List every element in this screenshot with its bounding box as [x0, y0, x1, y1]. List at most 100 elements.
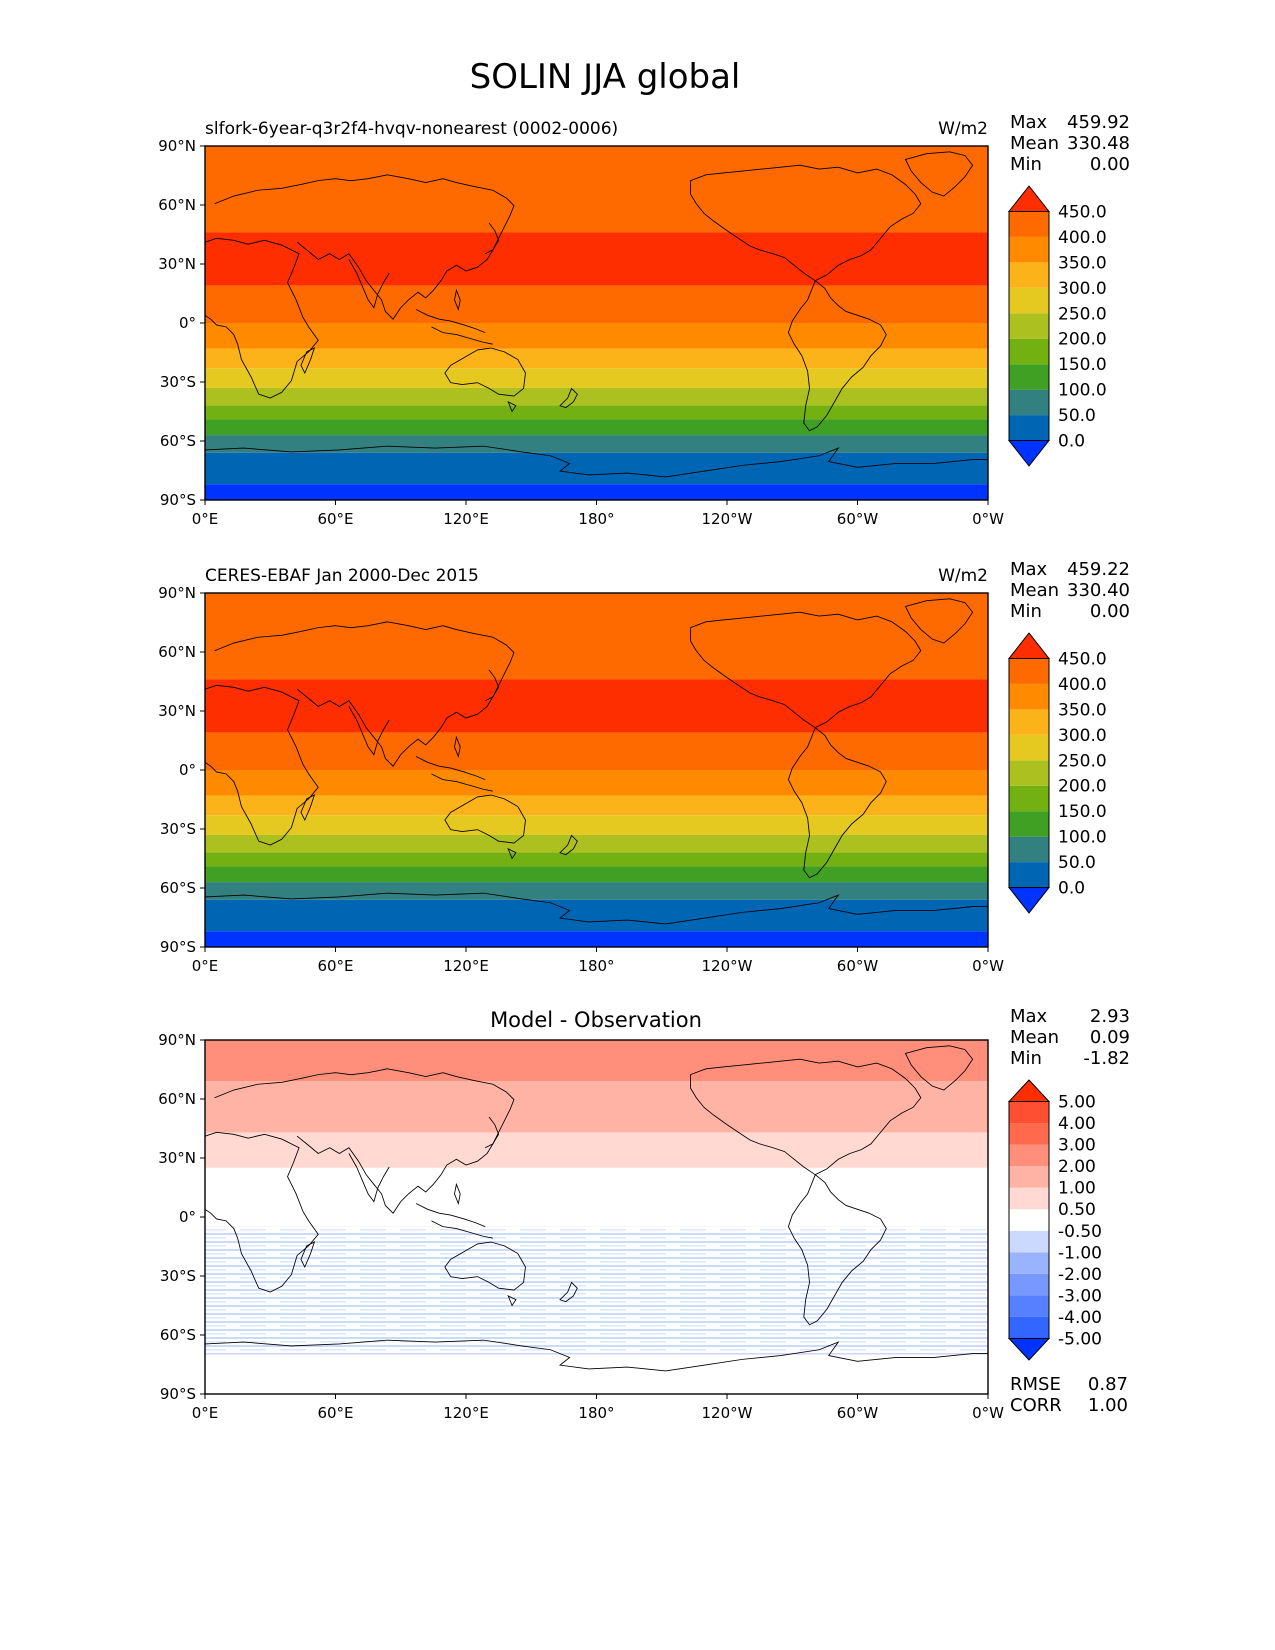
colorbar-swatch [1009, 1209, 1049, 1231]
stat-value: -1.82 [1083, 1048, 1130, 1069]
y-tick-label: 0° [179, 1208, 196, 1226]
band-7 [205, 405, 988, 420]
stat-label: Mean [1010, 580, 1059, 601]
colorbar-swatch [1009, 415, 1049, 441]
colorbar-label: 150.0 [1058, 355, 1107, 375]
colorbar-label: -1.00 [1058, 1243, 1102, 1263]
colorbar-swatch [1009, 1144, 1049, 1167]
panel-difference: Model - Observation 0°E 60°E 120°E 180° 120°… [158, 1006, 1130, 1422]
colorbar-swatch [1009, 364, 1049, 390]
extra-stat-value: 0.87 [1088, 1374, 1128, 1395]
colorbar-swatch [1009, 1187, 1049, 1210]
band-1 [205, 232, 988, 286]
colorbar-swatch [1009, 287, 1049, 314]
colorbar-label: 450.0 [1058, 649, 1107, 669]
colorbar-label: 0.0 [1058, 879, 1085, 899]
y-tick-label: 60°S [160, 432, 196, 450]
colorbar-label: 400.0 [1058, 675, 1107, 695]
y-tick-label: 60°N [158, 1090, 196, 1108]
colorbar-swatch [1009, 211, 1049, 237]
stat-label: Min [1010, 1048, 1042, 1069]
y-tick-label: 30°N [158, 702, 196, 720]
x-tick-label: 60°E [317, 510, 353, 528]
colorbar-swatch [1009, 785, 1049, 812]
colorbar-label: 450.0 [1058, 202, 1107, 222]
colorbar-label: -5.00 [1058, 1329, 1102, 1349]
x-tick-label: 0°E [192, 510, 219, 528]
band-9 [205, 882, 988, 900]
colorbar-label: -0.50 [1058, 1222, 1102, 1242]
band-8 [205, 419, 988, 436]
stat-value: 330.40 [1067, 580, 1130, 601]
colorbar-label: 100.0 [1058, 828, 1107, 848]
y-tick-label: 90°S [160, 938, 196, 956]
panel-units: W/m2 [938, 119, 988, 139]
y-tick-label: 0° [179, 761, 196, 779]
colorbar-swatch [1009, 1316, 1049, 1339]
colorbar-frame [1008, 1101, 1050, 1339]
colorbar-swatch [1009, 862, 1049, 888]
colorbar-extend-min [1007, 1337, 1051, 1361]
x-tick-label: 180° [578, 957, 614, 975]
stat-value: 0.09 [1090, 1027, 1130, 1048]
colorbar-swatch [1009, 1273, 1049, 1296]
band-3 [205, 323, 988, 349]
y-tick-label: 90°S [160, 491, 196, 509]
band-2 [205, 732, 988, 770]
x-tick-label: 120°W [702, 1404, 753, 1422]
colorbar-swatch [1009, 313, 1049, 339]
colorbar-swatch [1009, 709, 1049, 735]
colorbar-label: 350.0 [1058, 700, 1107, 720]
colorbar-swatch [1009, 338, 1049, 365]
x-tick-label: 120°E [443, 1404, 489, 1422]
band-11 [205, 931, 988, 947]
band-6 [205, 387, 988, 406]
colorbar-label: 300.0 [1058, 726, 1107, 746]
colorbar-swatch [1009, 811, 1049, 837]
panel-title: CERES-EBAF Jan 2000-Dec 2015 [205, 566, 479, 586]
band-9 [205, 435, 988, 453]
colorbar-extend-max [1007, 632, 1051, 659]
band-11 [205, 484, 988, 500]
band-1 [205, 679, 988, 733]
y-tick-label: 60°S [160, 1326, 196, 1344]
band-0 [205, 146, 988, 233]
panel-units: W/m2 [938, 566, 988, 586]
y-tick-label: 60°S [160, 879, 196, 897]
figure-title: SOLIN JJA global [470, 57, 741, 97]
stat-label: Mean [1010, 1027, 1059, 1048]
colorbar-label: -4.00 [1058, 1308, 1102, 1328]
band-2 [205, 1132, 988, 1168]
colorbar-label: 4.00 [1058, 1114, 1096, 1134]
colorbar-label: -3.00 [1058, 1286, 1102, 1306]
colorbar-swatch [1009, 389, 1049, 416]
band-5 [205, 815, 988, 835]
extra-stat-value: 1.00 [1088, 1395, 1128, 1416]
colorbar-swatch [1009, 1166, 1049, 1188]
stat-value: 459.92 [1067, 112, 1130, 133]
colorbar-swatch [1009, 760, 1049, 786]
band-5 [205, 1354, 988, 1394]
stat-label: Max [1010, 1006, 1048, 1027]
x-tick-label: 120°E [443, 957, 489, 975]
colorbar-label: 200.0 [1058, 330, 1107, 350]
stat-value: 0.00 [1090, 601, 1130, 622]
band-2 [205, 285, 988, 323]
colorbar-label: 150.0 [1058, 802, 1107, 822]
x-tick-label: 0°W [972, 1404, 1004, 1422]
colorbar-swatch [1009, 1123, 1049, 1145]
x-tick-label: 0°W [972, 957, 1004, 975]
y-tick-label: 60°N [158, 643, 196, 661]
colorbar-swatch [1009, 836, 1049, 863]
colorbar-label: 0.0 [1058, 432, 1085, 452]
colorbar-extend-min [1007, 440, 1051, 467]
y-tick-label: 30°N [158, 255, 196, 273]
colorbar-swatch [1009, 734, 1049, 761]
band-4 [205, 348, 988, 369]
extra-stat-label: RMSE [1010, 1374, 1061, 1395]
colorbar-swatch [1009, 236, 1049, 263]
y-tick-label: 90°N [158, 1031, 196, 1049]
colorbar-label: 50.0 [1058, 853, 1096, 873]
stat-label: Min [1010, 601, 1042, 622]
